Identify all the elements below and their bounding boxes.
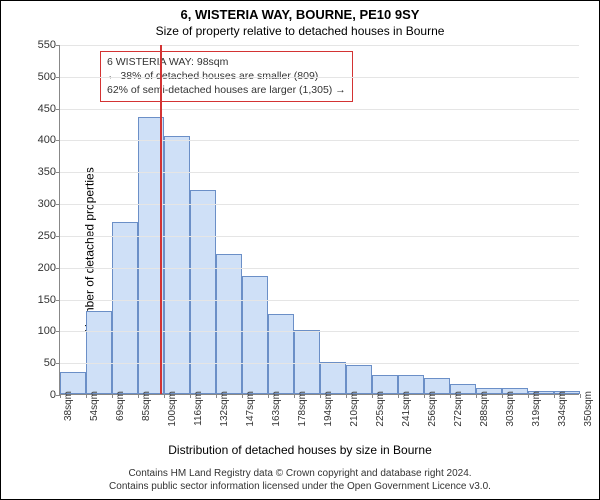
footer-line-1: Contains HM Land Registry data © Crown c… — [1, 468, 599, 481]
histogram-bar — [86, 311, 112, 394]
xtick-label: 350sqm — [583, 391, 594, 427]
xtick-label: 303sqm — [505, 391, 516, 427]
chart-container: 6, WISTERIA WAY, BOURNE, PE10 9SY Size o… — [0, 0, 600, 500]
xtick-mark — [268, 394, 269, 398]
xtick-label: 256sqm — [427, 391, 438, 427]
ytick-label: 400 — [24, 134, 56, 146]
ytick-label: 50 — [24, 357, 56, 369]
xtick-label: 100sqm — [167, 391, 178, 427]
xtick-mark — [86, 394, 87, 398]
xtick-mark — [346, 394, 347, 398]
xtick-label: 54sqm — [89, 391, 100, 421]
xtick-label: 225sqm — [375, 391, 386, 427]
ytick-mark — [56, 140, 60, 141]
xtick-mark — [476, 394, 477, 398]
xtick-mark — [138, 394, 139, 398]
xtick-mark — [294, 394, 295, 398]
ytick-label: 550 — [24, 39, 56, 51]
ytick-mark — [56, 363, 60, 364]
grid-line — [60, 331, 579, 332]
histogram-bar — [346, 365, 372, 394]
ytick-mark — [56, 45, 60, 46]
ytick-mark — [56, 172, 60, 173]
xtick-mark — [450, 394, 451, 398]
chart-footer: Contains HM Land Registry data © Crown c… — [1, 468, 599, 493]
histogram-bar — [268, 314, 294, 394]
xtick-label: 147sqm — [245, 391, 256, 427]
xtick-label: 69sqm — [115, 391, 126, 421]
xtick-mark — [164, 394, 165, 398]
xtick-label: 241sqm — [401, 391, 412, 427]
ytick-mark — [56, 331, 60, 332]
ytick-mark — [56, 77, 60, 78]
xtick-label: 178sqm — [297, 391, 308, 427]
xtick-label: 38sqm — [63, 391, 74, 421]
xtick-mark — [528, 394, 529, 398]
histogram-bar — [320, 362, 346, 394]
xtick-label: 272sqm — [453, 391, 464, 427]
xtick-label: 132sqm — [219, 391, 230, 427]
ytick-label: 150 — [24, 294, 56, 306]
xtick-label: 116sqm — [193, 391, 204, 426]
xtick-mark — [580, 394, 581, 398]
grid-line — [60, 204, 579, 205]
ytick-label: 200 — [24, 262, 56, 274]
ytick-label: 350 — [24, 166, 56, 178]
xtick-label: 194sqm — [323, 391, 334, 427]
marker-line — [160, 45, 162, 394]
xtick-mark — [190, 394, 191, 398]
xtick-mark — [398, 394, 399, 398]
plot-area: 6 WISTERIA WAY: 98sqm ← 38% of detached … — [59, 45, 579, 395]
grid-line — [60, 268, 579, 269]
xtick-label: 210sqm — [349, 391, 360, 427]
ytick-label: 0 — [24, 389, 56, 401]
ytick-label: 250 — [24, 230, 56, 242]
xtick-label: 163sqm — [271, 391, 282, 427]
grid-line — [60, 300, 579, 301]
xtick-mark — [320, 394, 321, 398]
xtick-label: 85sqm — [141, 391, 152, 421]
xtick-mark — [424, 394, 425, 398]
ytick-label: 100 — [24, 325, 56, 337]
xtick-mark — [554, 394, 555, 398]
histogram-bar — [164, 136, 190, 394]
histogram-bar — [216, 254, 242, 394]
ytick-label: 500 — [24, 71, 56, 83]
xtick-mark — [60, 394, 61, 398]
xtick-mark — [216, 394, 217, 398]
xtick-mark — [242, 394, 243, 398]
histogram-bar — [242, 276, 268, 394]
ytick-mark — [56, 204, 60, 205]
annotation-line-1: 6 WISTERIA WAY: 98sqm — [107, 55, 346, 69]
chart-title: 6, WISTERIA WAY, BOURNE, PE10 9SY — [1, 7, 599, 22]
grid-line — [60, 77, 579, 78]
xtick-label: 319sqm — [531, 391, 542, 427]
xtick-label: 334sqm — [557, 391, 568, 427]
ytick-mark — [56, 300, 60, 301]
grid-line — [60, 236, 579, 237]
ytick-mark — [56, 236, 60, 237]
histogram-bar — [112, 222, 138, 394]
ytick-mark — [56, 268, 60, 269]
xtick-mark — [372, 394, 373, 398]
grid-line — [60, 363, 579, 364]
xtick-label: 288sqm — [479, 391, 490, 427]
ytick-mark — [56, 109, 60, 110]
annotation-line-3: 62% of semi-detached houses are larger (… — [107, 83, 346, 97]
ytick-label: 300 — [24, 198, 56, 210]
grid-line — [60, 140, 579, 141]
grid-line — [60, 45, 579, 46]
x-axis-label: Distribution of detached houses by size … — [1, 443, 599, 457]
grid-line — [60, 109, 579, 110]
grid-line — [60, 172, 579, 173]
ytick-label: 450 — [24, 103, 56, 115]
xtick-mark — [502, 394, 503, 398]
xtick-mark — [112, 394, 113, 398]
chart-subtitle: Size of property relative to detached ho… — [1, 24, 599, 38]
footer-line-2: Contains public sector information licen… — [1, 481, 599, 494]
